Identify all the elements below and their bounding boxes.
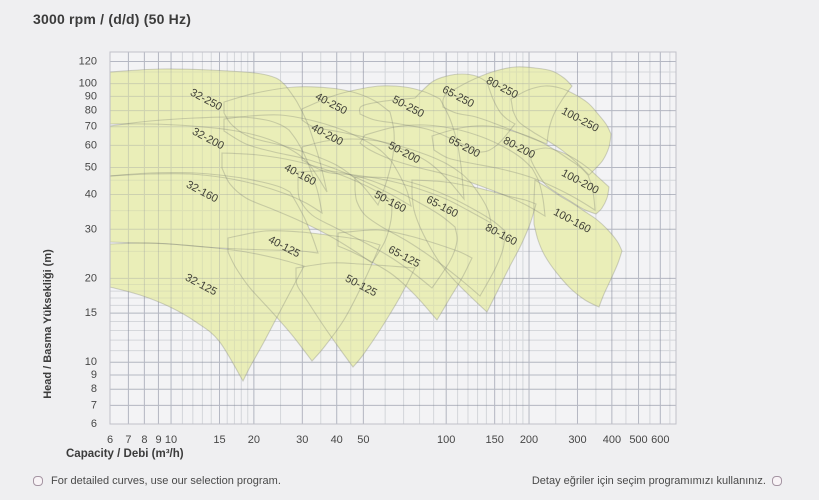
svg-text:6: 6: [107, 434, 113, 446]
svg-text:70: 70: [85, 121, 97, 133]
svg-text:9: 9: [155, 434, 161, 446]
svg-text:10: 10: [85, 356, 97, 368]
svg-text:30: 30: [296, 434, 308, 446]
svg-text:400: 400: [603, 434, 621, 446]
svg-text:9: 9: [91, 369, 97, 381]
svg-text:20: 20: [85, 272, 97, 284]
svg-text:30: 30: [85, 223, 97, 235]
svg-text:60: 60: [85, 139, 97, 151]
svg-text:7: 7: [125, 434, 131, 446]
svg-text:8: 8: [91, 383, 97, 395]
svg-text:15: 15: [213, 434, 225, 446]
svg-text:500: 500: [629, 434, 647, 446]
svg-text:90: 90: [85, 90, 97, 102]
svg-text:300: 300: [568, 434, 586, 446]
svg-text:120: 120: [79, 56, 97, 68]
svg-text:80: 80: [85, 105, 97, 117]
svg-text:50: 50: [85, 161, 97, 173]
svg-text:100: 100: [437, 434, 455, 446]
svg-text:8: 8: [141, 434, 147, 446]
svg-text:200: 200: [520, 434, 538, 446]
svg-text:15: 15: [85, 307, 97, 319]
svg-text:40: 40: [331, 434, 343, 446]
svg-text:50: 50: [357, 434, 369, 446]
svg-text:20: 20: [248, 434, 260, 446]
svg-text:150: 150: [486, 434, 504, 446]
svg-text:600: 600: [651, 434, 669, 446]
svg-text:6: 6: [91, 418, 97, 430]
svg-text:100: 100: [79, 78, 97, 90]
svg-text:10: 10: [165, 434, 177, 446]
svg-text:7: 7: [91, 399, 97, 411]
svg-text:40: 40: [85, 188, 97, 200]
